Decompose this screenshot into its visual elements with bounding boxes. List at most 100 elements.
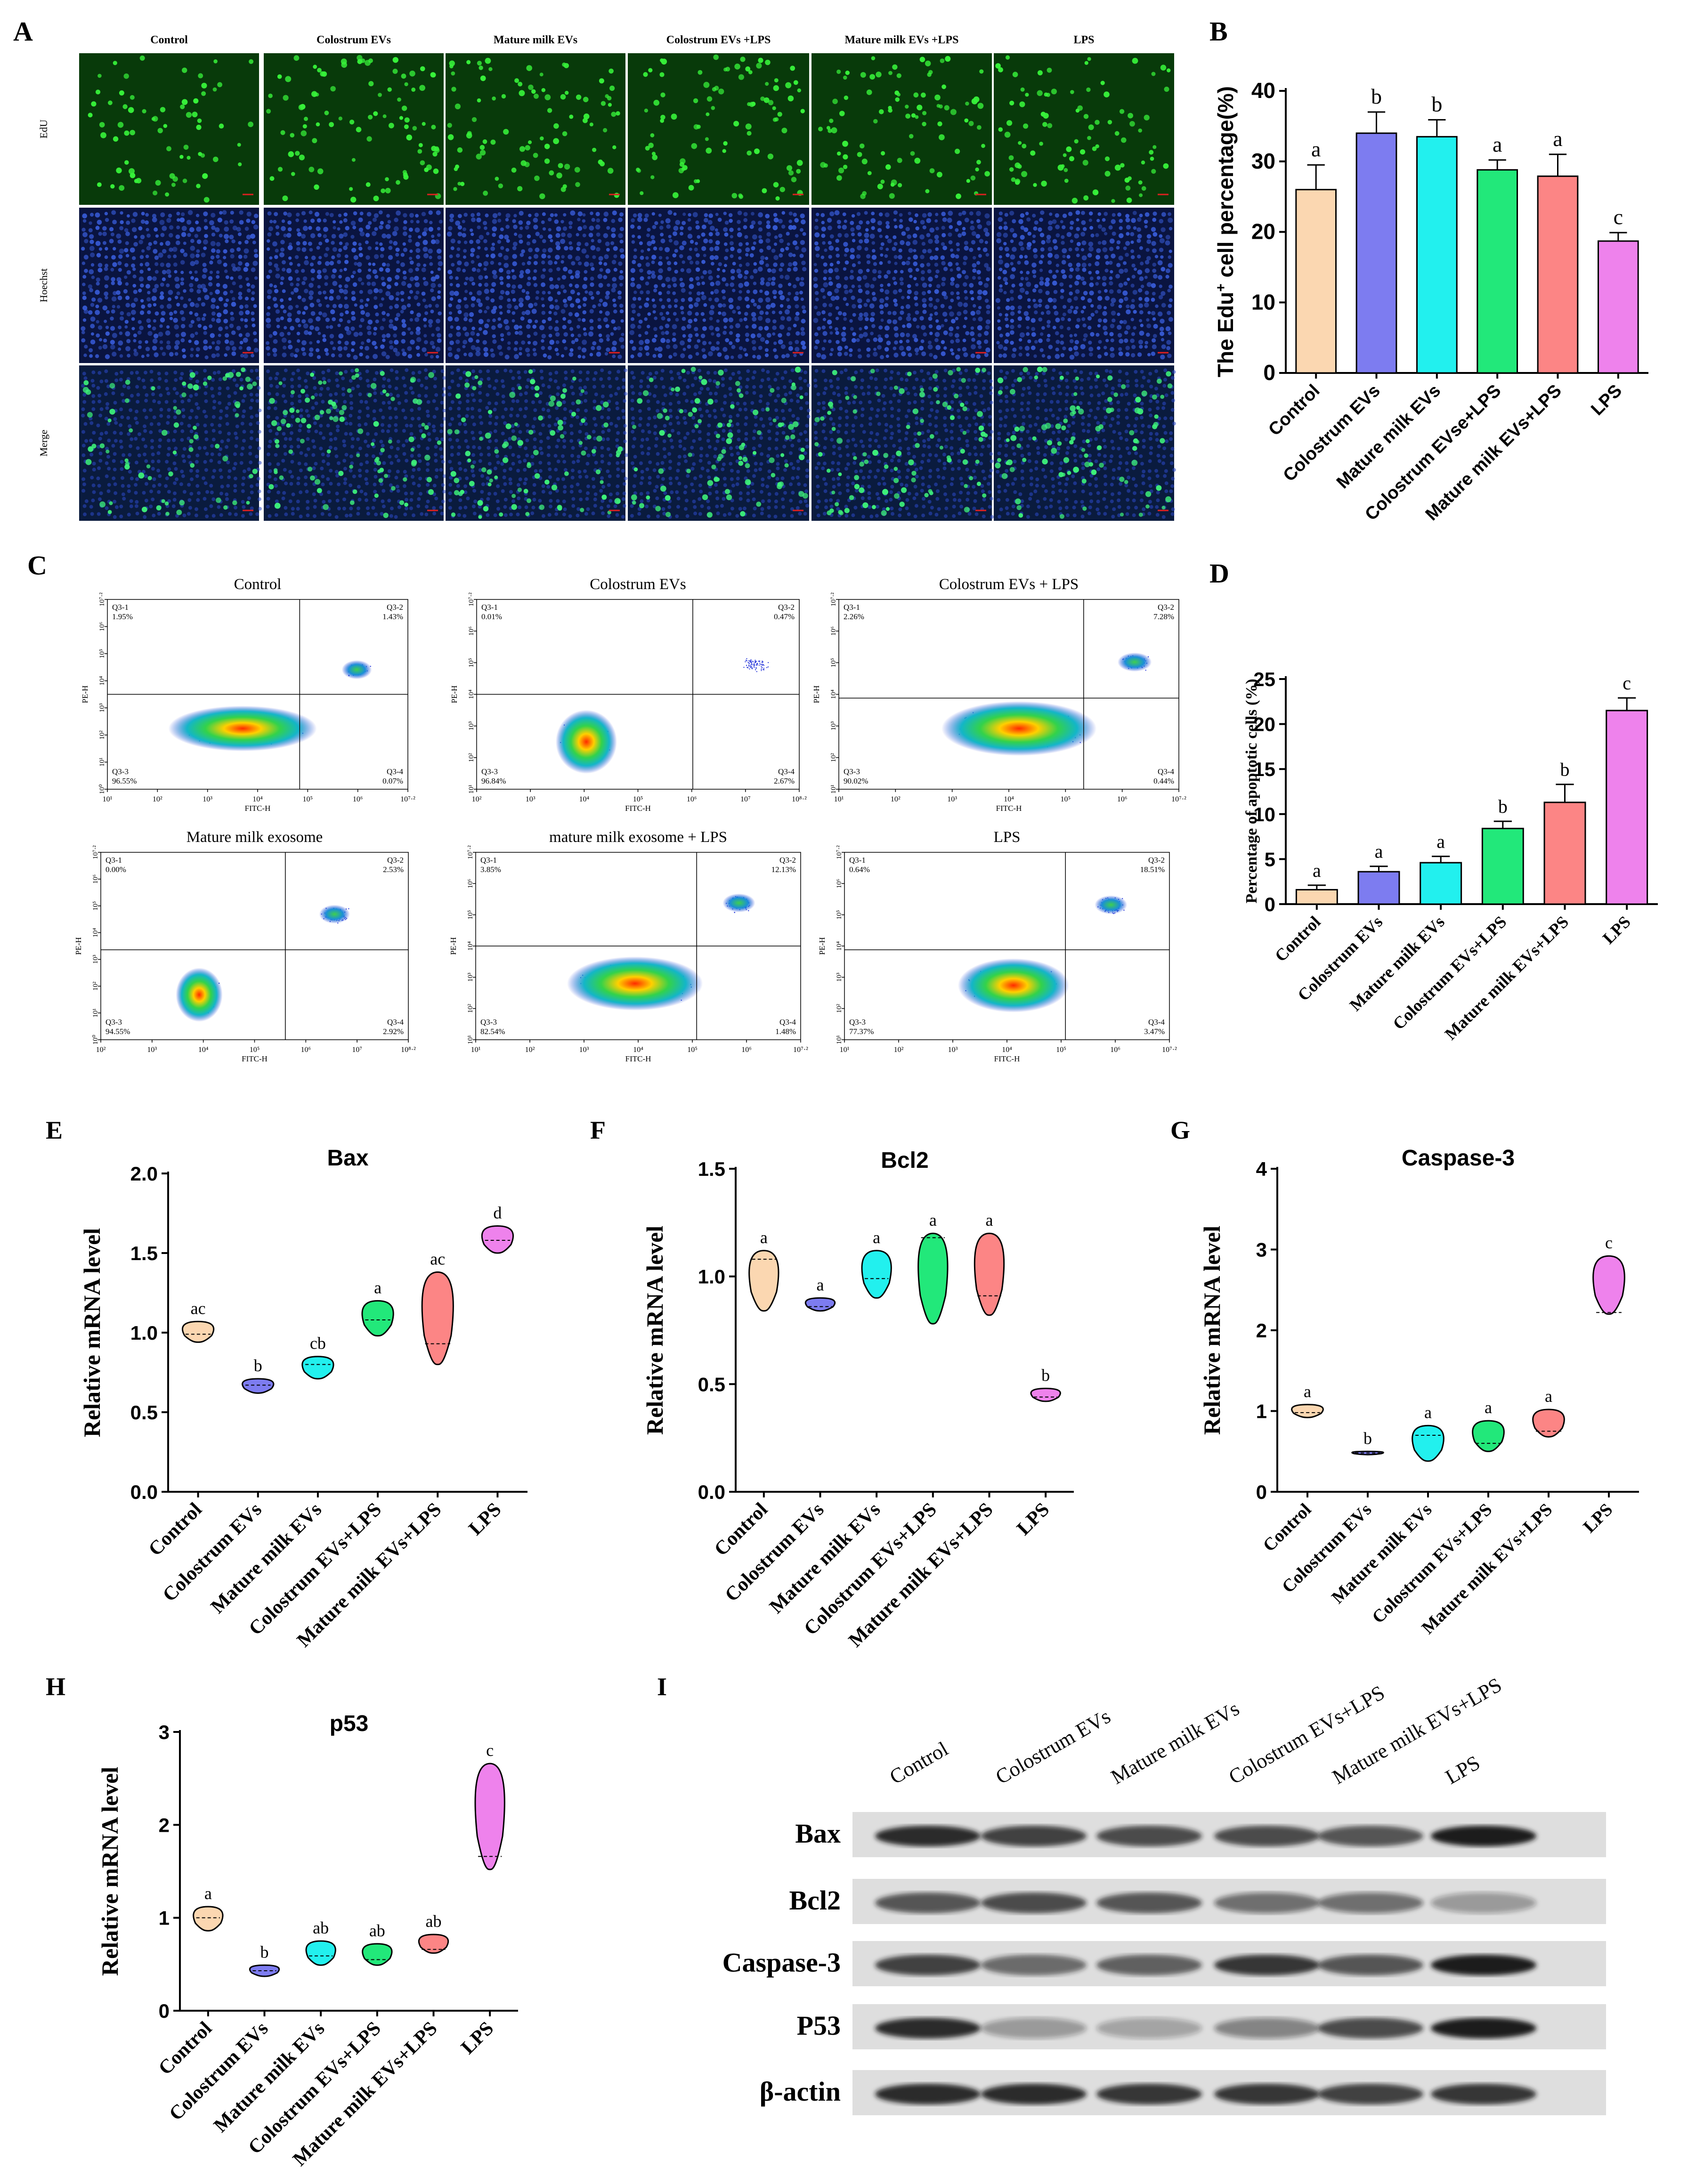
bar [1295, 889, 1338, 905]
significance-letter: b [1371, 84, 1382, 108]
y-tick-label: 10 [1253, 803, 1275, 825]
significance-letter: a [1311, 137, 1321, 161]
significance-letter: b [1041, 1366, 1050, 1384]
x-tick-label: 10¹ [834, 795, 844, 803]
blot-band-label: Caspase-3 [722, 1947, 841, 1978]
caspase3-violin-chart: Caspase-3 0 1 2 3 4 Relative mRNA level a Contro… [1199, 1146, 1639, 1638]
cell-nuclei [995, 55, 1171, 204]
x-tick-label: 10⁴ [1002, 1046, 1012, 1054]
significance-letter: a [1553, 127, 1562, 151]
microscopy-image [264, 208, 444, 363]
significance-letter: a [1493, 132, 1502, 156]
cell-nuclei [813, 210, 991, 360]
flow-plot-title: Colostrum EVs + LPS [939, 576, 1079, 593]
x-axis-title: FITC-H [996, 804, 1022, 813]
y-tick-label: 10⁵ [92, 901, 99, 911]
y-tick-label: 10² [98, 730, 106, 740]
y-tick-label: 10³ [836, 972, 843, 982]
y-tick-label: 1 [159, 1907, 170, 1929]
x-tick-label: 10⁴ [198, 1046, 209, 1054]
cell-nuclei [88, 55, 254, 203]
quadrant-label: Q3-4 [387, 767, 403, 776]
microscopy-image-background [79, 365, 259, 521]
bar [1355, 132, 1397, 374]
chart-title: Caspase-3 [1402, 1146, 1515, 1171]
bar [1543, 801, 1586, 905]
significance-letter: a [1436, 831, 1445, 852]
x-category-label: Colostrum EVs [721, 1499, 828, 1606]
y-tick-label: 10² [92, 981, 99, 991]
quadrant-label: Q3-3 [105, 1018, 122, 1027]
quadrant-value: 77.37% [849, 1027, 874, 1036]
bar [1597, 240, 1639, 374]
microscopy-image [811, 53, 992, 205]
flow-plot: Colostrum EVs + LPS Q3-12.26% Q3-27.28% Q3-… [812, 576, 1186, 813]
cell-nuclei [266, 368, 446, 519]
x-tick-label: 10⁷·² [793, 1046, 808, 1054]
y-tick-label: 10⁷·² [468, 592, 475, 607]
quadrant-value: 2.53% [383, 865, 404, 874]
microscopy-image [994, 53, 1174, 205]
significance-letter: a [1313, 860, 1321, 881]
y-tick-label: 0 [1256, 1481, 1267, 1503]
significance-letter: a [760, 1228, 768, 1247]
y-tick-label: 10⁶ [468, 626, 475, 636]
y-tick-label: 10⁷·² [836, 845, 843, 859]
y-tick-label: 10⁰ [92, 1035, 99, 1044]
significance-letter: b [1498, 796, 1508, 817]
quadrant-label: Q3-3 [844, 767, 860, 776]
blot-band [1431, 2018, 1536, 2038]
blot-strip [852, 1941, 1606, 1986]
quadrant-value: 1.48% [775, 1027, 796, 1036]
y-axis-title-main: The Edu [1213, 292, 1238, 377]
flow-density-cluster [567, 956, 703, 1011]
y-tick-label: 4 [1256, 1158, 1267, 1180]
flow-density-cluster [555, 710, 617, 774]
significance-letter: a [873, 1228, 880, 1247]
panel-letters: A B C D E F G H I [13, 16, 1229, 1701]
significance-letter: a [1545, 1387, 1552, 1406]
microscopy-image [628, 208, 809, 363]
microscopy-image-background [628, 365, 809, 521]
y-axis-title: PE-H [74, 937, 83, 955]
cell-nuclei [995, 210, 1173, 360]
quadrant-value: 3.47% [1144, 1027, 1165, 1036]
violin [1472, 1420, 1505, 1452]
x-tick-label: 10⁷ [740, 795, 751, 803]
microscopy-column-label: Mature milk EVs [494, 34, 577, 46]
microscopy-image-background [628, 53, 809, 205]
microscopy-image [628, 53, 809, 205]
flow-plot: mature milk exosome + LPS Q3-13.85% Q3-212… [449, 829, 808, 1063]
significance-letter: c [486, 1741, 494, 1760]
significance-letter: b [1431, 92, 1442, 116]
blot-lane-label: Colostrum EVs [992, 1705, 1115, 1789]
x-tick-label: 10³ [948, 1046, 958, 1054]
bar [1420, 862, 1462, 905]
y-tick-label: 10³ [92, 954, 99, 964]
blot-band-label: β-actin [760, 2076, 841, 2107]
x-tick-label: 10⁷·² [1162, 1046, 1177, 1054]
y-tick-label: 0.5 [698, 1373, 725, 1395]
quadrant-label: Q3-3 [480, 1018, 497, 1027]
microscopy-image [994, 208, 1174, 363]
x-axis-title: FITC-H [625, 804, 651, 813]
cell-nuclei [447, 368, 628, 519]
x-tick-label: 10⁴ [633, 1046, 643, 1054]
flow-density-cluster [957, 958, 1069, 1012]
quadrant-label: Q3-4 [779, 1018, 796, 1027]
y-tick-label: 0 [159, 2000, 170, 2022]
chart-title: Bax [327, 1146, 368, 1171]
violin [1030, 1387, 1061, 1402]
x-category-label: LPS [1013, 1499, 1054, 1540]
panel-letter-g: G [1170, 1116, 1190, 1144]
violin [421, 1271, 454, 1366]
x-tick-label: 10² [153, 795, 162, 803]
quadrant-value: 2.67% [774, 777, 795, 785]
blot-band [1096, 1826, 1202, 1846]
flow-cytometry-panel: ControlQ3-11.95%Q3-21.43%Q3-396.55%Q3-40… [74, 576, 1186, 1063]
quadrant-label: Q3-2 [387, 856, 404, 865]
